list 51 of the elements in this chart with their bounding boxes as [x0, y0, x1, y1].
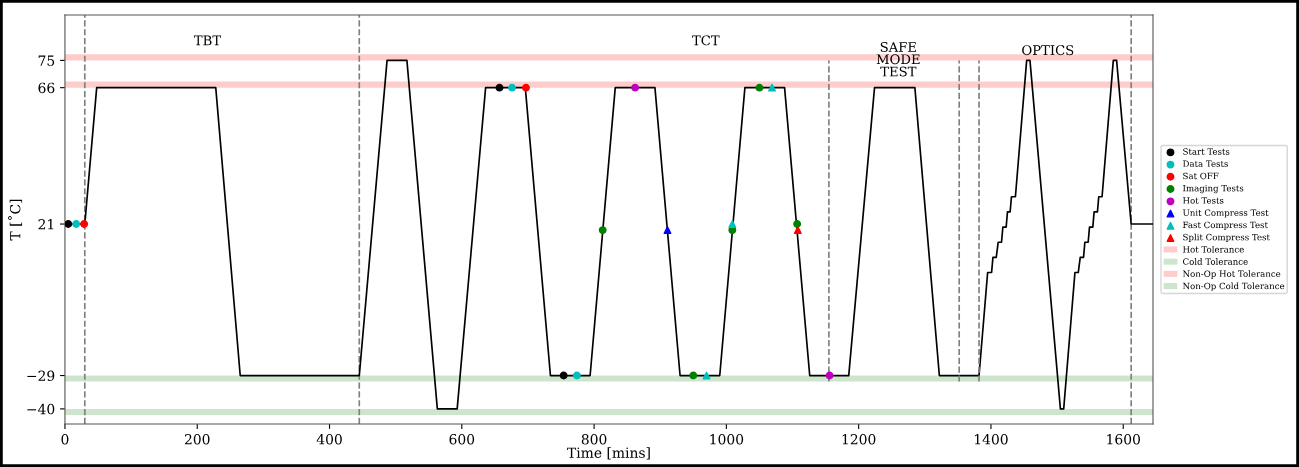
point — [793, 226, 802, 235]
annotation: TBT — [193, 35, 221, 46]
legend-label: Start Tests — [1183, 148, 1230, 155]
point — [689, 371, 698, 380]
legend-label: Split Compress Test — [1183, 233, 1270, 243]
point — [663, 226, 672, 235]
point — [793, 220, 802, 228]
legend-label: Data Tests — [1183, 160, 1228, 167]
x-tick-label: 1400 — [974, 434, 1008, 445]
point — [825, 371, 834, 380]
x-tick-label: 800 — [581, 434, 607, 445]
x-axis-title: Time [mins] — [567, 447, 650, 460]
point — [508, 83, 517, 92]
legend-label: Fast Compress Test — [1183, 221, 1268, 230]
annotation: OPTICS — [1022, 45, 1074, 56]
point — [598, 226, 607, 235]
annotation: TCT — [692, 35, 720, 46]
y-tick-label: −29 — [27, 370, 55, 382]
legend-label: Unit Compress Test — [1182, 209, 1269, 218]
x-tick-label: 200 — [184, 434, 210, 445]
point — [495, 83, 504, 92]
point — [572, 371, 581, 380]
point — [755, 83, 764, 92]
y-tick-label: 75 — [38, 55, 55, 66]
legend-label: Hot Tests — [1183, 197, 1224, 204]
point — [559, 371, 568, 380]
y-tick-label: 21 — [38, 219, 54, 230]
legend-label: Imaging Tests — [1183, 184, 1244, 194]
point — [64, 220, 73, 228]
legend-label: Sat OFF — [1183, 172, 1219, 180]
annotation: SAFE MODE TEST — [876, 41, 920, 77]
x-tick-label: 1200 — [842, 434, 876, 445]
point — [768, 83, 776, 92]
point — [72, 220, 81, 228]
point — [522, 83, 530, 92]
point — [80, 220, 89, 228]
point — [631, 83, 640, 92]
legend-label: Non-Op Cold Tolerance — [1182, 282, 1285, 291]
x-tick-label: 600 — [449, 434, 475, 445]
point — [702, 371, 711, 380]
legend-label: Hot Tolerance — [1183, 245, 1244, 253]
x-tick-label: 400 — [316, 434, 342, 445]
y-tick-label: 66 — [38, 82, 55, 94]
x-tick-label: 1000 — [710, 434, 744, 445]
y-axis-title: T [˚C] — [8, 199, 23, 241]
legend-label: Non-Op Hot Tolerance — [1182, 270, 1281, 279]
legend-label: Cold Tolerance — [1183, 258, 1248, 265]
x-tick-label: 0 — [61, 434, 69, 445]
y-tick-label: −40 — [27, 403, 55, 415]
point — [728, 220, 737, 228]
x-tick-label: 1600 — [1107, 434, 1140, 445]
